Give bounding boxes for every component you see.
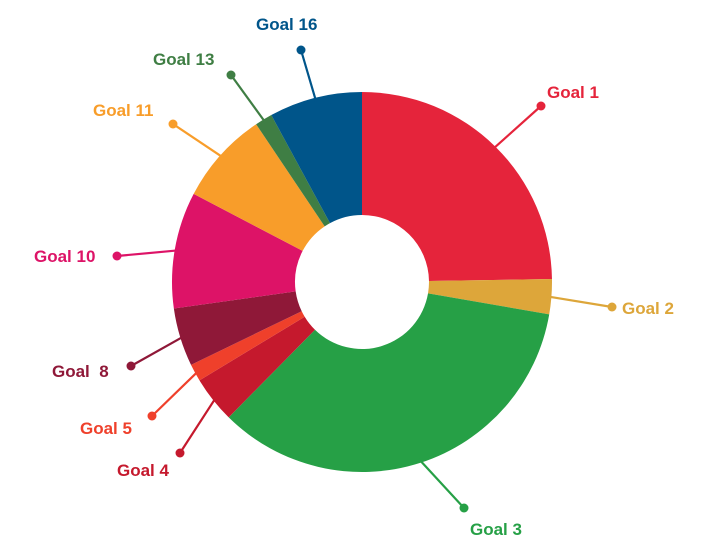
leader-dot — [459, 503, 469, 513]
leader-line — [179, 396, 217, 454]
leader-dot — [607, 302, 617, 312]
leader-dot — [226, 70, 236, 80]
slice-label: Goal 8 — [52, 362, 109, 381]
leader-line — [151, 370, 200, 417]
leader-line — [547, 295, 613, 309]
slice-goal-10 — [172, 193, 303, 309]
leader-dot — [112, 251, 122, 261]
slice-label: Goal 10 — [34, 247, 95, 266]
leader-dot — [296, 45, 306, 55]
slice-goal-16 — [271, 92, 362, 224]
leader-line — [172, 123, 225, 159]
slice-label: Goal 4 — [117, 461, 170, 480]
slice-label: Goal 1 — [547, 83, 599, 102]
donut-slices — [172, 92, 553, 473]
slice-goal-4 — [199, 316, 315, 418]
leader-lines — [112, 45, 617, 513]
slice-goal-1 — [362, 92, 552, 281]
leader-dot — [168, 119, 178, 129]
leader-line — [130, 335, 185, 367]
leader-dot — [536, 101, 546, 111]
slice-label: Goal 16 — [256, 15, 317, 34]
leader-line — [230, 74, 267, 124]
leader-dot — [126, 361, 136, 371]
slice-label: Goal 13 — [153, 50, 214, 69]
leader-line — [418, 458, 465, 509]
leader-line — [116, 249, 179, 258]
slice-goal-13 — [256, 115, 331, 227]
leader-line — [299, 49, 318, 103]
slice-label: Goal 5 — [80, 419, 132, 438]
slice-goal-11 — [193, 124, 325, 251]
slice-label: Goal 2 — [622, 299, 674, 318]
slice-goal-2 — [428, 279, 553, 315]
slice-label: Goal 3 — [470, 520, 522, 539]
slice-labels: Goal 1 Goal 2 Goal 3 Goal 4 Goal 5 Goal 8 Goal… — [34, 15, 674, 539]
leader-line — [491, 105, 542, 151]
leader-dot — [147, 411, 157, 421]
slice-goal-3 — [228, 293, 550, 473]
leader-dot — [175, 448, 185, 458]
slice-goal-5 — [190, 311, 305, 381]
slice-goal-8 — [173, 291, 302, 365]
slice-label: Goal 11 — [93, 101, 153, 120]
